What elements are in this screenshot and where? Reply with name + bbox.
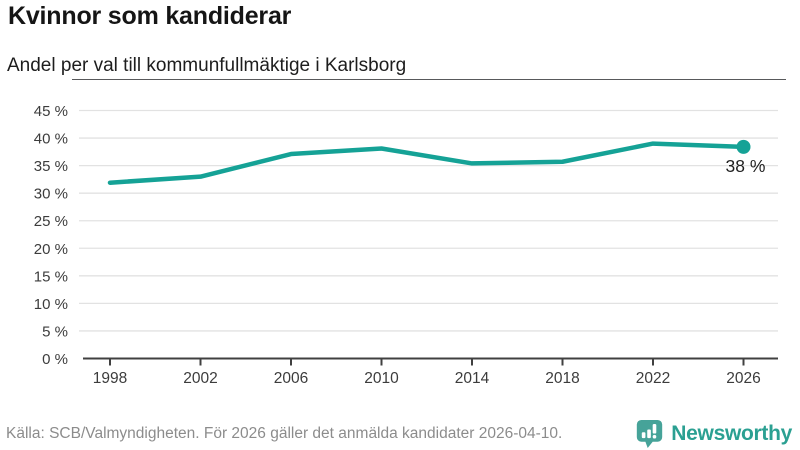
y-tick-label: 20 %: [34, 241, 68, 258]
page-title: Kvinnor som kandiderar: [8, 2, 292, 30]
y-tick-label: 25 %: [34, 213, 68, 230]
newsworthy-logo-icon: [637, 419, 663, 449]
x-tick-label: 2002: [183, 370, 217, 387]
chart-subtitle: Andel per val till kommunfullmäktige i K…: [7, 55, 407, 76]
y-tick-label: 15 %: [34, 268, 68, 285]
end-dot: [736, 139, 751, 154]
y-tick-label: 10 %: [34, 296, 68, 313]
end-value-label: 38 %: [726, 156, 766, 176]
y-tick-label: 5 %: [42, 323, 68, 340]
y-tick-label: 35 %: [34, 158, 68, 175]
x-tick-label: 2010: [364, 370, 399, 387]
x-tick-label: 2006: [274, 370, 308, 387]
newsworthy-brand-link[interactable]: Newsworthy: [635, 419, 792, 449]
x-tick-label: 2022: [636, 370, 670, 387]
x-tick-label: 2014: [455, 370, 490, 387]
x-tick-label: 2018: [545, 370, 579, 387]
y-tick-label: 45 %: [34, 103, 68, 120]
x-tick-label: 2026: [726, 370, 760, 387]
y-tick-label: 0 %: [42, 351, 68, 368]
source-note: Källa: SCB/Valmyndigheten. För 2026 gäll…: [6, 425, 563, 442]
line-chart: 0 % 5 % 10 % 15 % 20 % 25 % 30 % 35 % 40 % 45 % 19…: [34, 103, 778, 387]
brand-name: Newsworthy: [671, 422, 792, 445]
footer: Källa: SCB/Valmyndigheten. För 2026 gäll…: [6, 418, 792, 450]
x-tick-label: 1998: [93, 370, 127, 387]
y-tick-label: 30 %: [34, 186, 68, 203]
subtitle-divider: [72, 79, 786, 80]
data-line: [107, 141, 746, 185]
y-tick-label: 40 %: [34, 131, 68, 148]
